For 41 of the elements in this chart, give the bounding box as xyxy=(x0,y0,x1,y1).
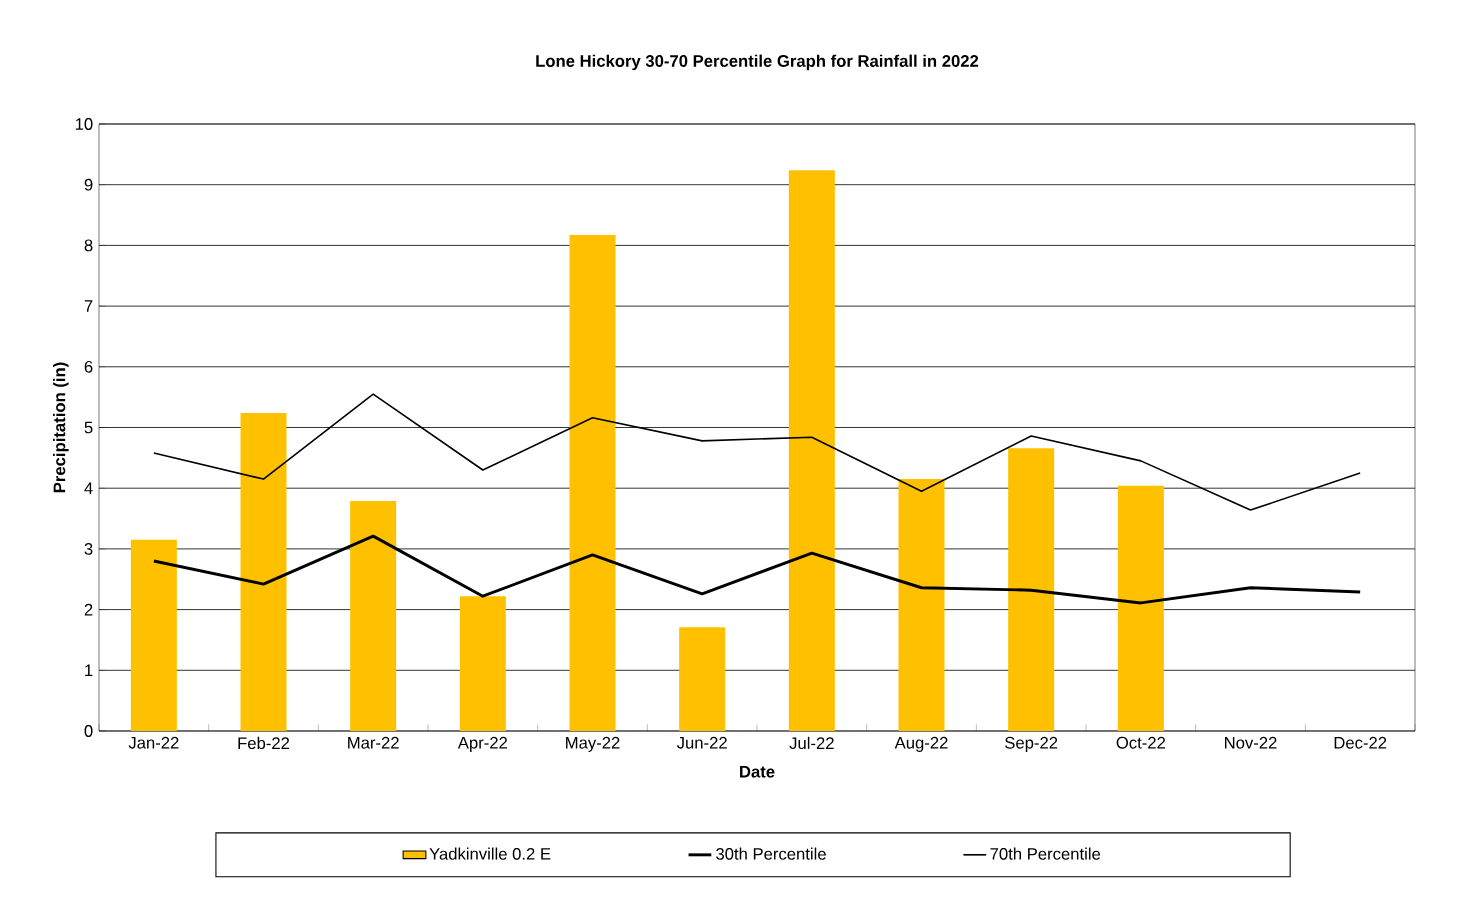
legend-label: 30th Percentile xyxy=(716,847,826,860)
y-tick-label: 8 xyxy=(84,239,93,252)
chart-title: Lone Hickory 30-70 Percentile Graph for Rainfall in 2022 xyxy=(536,54,979,71)
y-tick-label: 6 xyxy=(84,360,93,373)
x-tick-label: Dec-22 xyxy=(1334,736,1387,749)
line-series xyxy=(152,534,1362,605)
bar xyxy=(459,596,506,731)
y-tick-label: 0 xyxy=(84,725,93,737)
y-tick-label: 10 xyxy=(75,118,93,130)
bar xyxy=(679,627,726,731)
x-tick-label: Aug-22 xyxy=(894,736,948,752)
legend-label: 70th Percentile xyxy=(990,847,1101,860)
legend-label: Yadkinville 0.2 E xyxy=(429,847,551,860)
x-tick-label: Jan-22 xyxy=(128,736,179,749)
bar xyxy=(350,500,397,731)
y-tick-label: 4 xyxy=(84,482,93,494)
y-tick-label: 1 xyxy=(85,664,93,677)
bar xyxy=(240,412,287,731)
line-series xyxy=(153,393,1361,511)
x-tick-label: Oct-22 xyxy=(1116,736,1166,749)
y-axis-title: Precipitation (in) xyxy=(53,362,69,493)
y-tick-label: 5 xyxy=(84,421,93,434)
x-tick-label: Jun-22 xyxy=(676,736,727,749)
x-tick-label: Jul-22 xyxy=(789,736,834,750)
x-tick-label: May-22 xyxy=(566,736,620,752)
x-tick-label: Nov-22 xyxy=(1225,736,1277,749)
y-tick-label: 3 xyxy=(84,543,93,555)
y-tick-label: 2 xyxy=(84,603,93,616)
bar xyxy=(569,235,616,731)
y-tick-label: 7 xyxy=(84,300,93,312)
bar xyxy=(1117,485,1164,731)
x-tick-label: Sep-22 xyxy=(1005,736,1058,752)
x-tick-label: Feb-22 xyxy=(238,736,290,750)
x-axis-title: Date xyxy=(740,765,775,778)
x-tick-label: Apr-22 xyxy=(457,736,507,752)
bar xyxy=(1008,448,1055,731)
y-tick-label: 9 xyxy=(84,178,93,191)
bar xyxy=(130,539,177,731)
bar xyxy=(898,479,945,731)
bar xyxy=(788,170,835,731)
x-tick-label: Mar-22 xyxy=(348,736,399,749)
